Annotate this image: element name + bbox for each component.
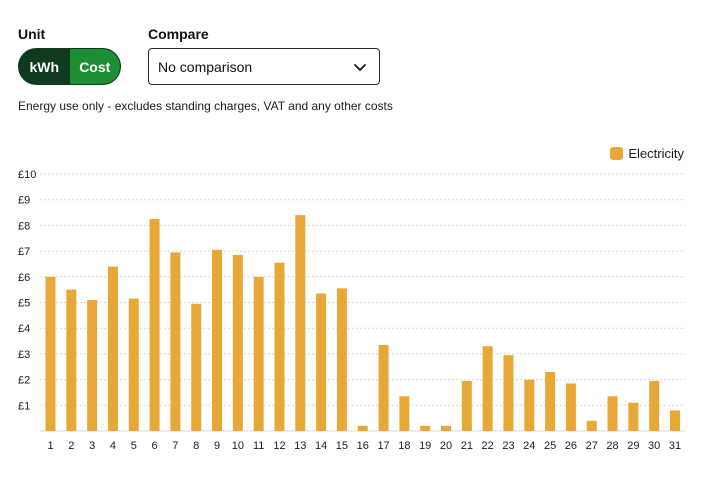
bar-day-4[interactable] — [107, 266, 118, 431]
bar-day-17[interactable] — [378, 344, 389, 431]
x-tick-label: 30 — [648, 440, 660, 452]
x-tick-label: 15 — [336, 440, 348, 452]
bar-day-26[interactable] — [565, 383, 576, 431]
x-tick-label: 2 — [68, 440, 74, 452]
x-tick-label: 4 — [110, 440, 116, 452]
bar-day-24[interactable] — [524, 379, 535, 431]
bar-day-8[interactable] — [191, 303, 202, 431]
bar-day-21[interactable] — [461, 380, 472, 431]
x-tick-label: 14 — [315, 440, 327, 452]
x-tick-label: 19 — [419, 440, 431, 452]
x-tick-label: 28 — [606, 440, 618, 452]
unit-option-cost[interactable]: Cost — [69, 49, 120, 84]
x-tick-label: 11 — [253, 440, 264, 452]
compare-select[interactable]: No comparison — [148, 48, 380, 85]
bar-day-25[interactable] — [545, 371, 556, 431]
chart-grid — [40, 173, 685, 432]
bar-day-9[interactable] — [212, 249, 223, 431]
x-tick-label: 3 — [89, 440, 95, 452]
y-tick-label: £5 — [18, 298, 30, 310]
bar-day-18[interactable] — [399, 396, 410, 431]
x-tick-label: 16 — [357, 440, 369, 452]
x-tick-label: 31 — [669, 440, 681, 452]
legend-swatch — [610, 147, 624, 160]
x-tick-label: 5 — [131, 440, 137, 452]
y-tick-label: £9 — [18, 195, 30, 207]
bar-day-23[interactable] — [503, 355, 514, 431]
bar-day-3[interactable] — [87, 299, 98, 431]
x-tick-label: 29 — [627, 440, 639, 452]
x-tick-label: 9 — [214, 440, 220, 452]
x-tick-label: 22 — [482, 440, 494, 452]
y-tick-label: £4 — [18, 323, 30, 335]
bar-day-5[interactable] — [128, 298, 139, 431]
x-tick-label: 17 — [377, 440, 389, 452]
y-tick-label: £7 — [18, 246, 30, 258]
chevron-down-icon — [354, 64, 366, 71]
chart-y-ticks: £1 £2 £3 £4 £5 £6 £7 £8 £9 £10 — [18, 169, 36, 412]
x-tick-label: 18 — [398, 440, 410, 452]
bar-day-15[interactable] — [336, 288, 347, 431]
x-tick-label: 20 — [440, 440, 452, 452]
x-tick-label: 27 — [586, 440, 598, 452]
bar-day-14[interactable] — [316, 293, 327, 431]
bar-day-13[interactable] — [295, 215, 306, 431]
bar-day-28[interactable] — [607, 396, 618, 431]
compare-label: Compare — [148, 26, 209, 42]
x-tick-label: 6 — [152, 440, 158, 452]
chart-bars — [45, 215, 680, 431]
y-tick-label: £8 — [18, 220, 30, 232]
unit-label: Unit — [18, 26, 46, 42]
x-tick-label: 21 — [461, 440, 473, 452]
bar-day-30[interactable] — [649, 380, 660, 431]
x-tick-label: 13 — [294, 440, 306, 452]
y-tick-label: £1 — [18, 400, 30, 412]
bar-day-31[interactable] — [670, 410, 680, 431]
bar-day-20[interactable] — [441, 425, 452, 431]
x-tick-label: 12 — [273, 440, 285, 452]
x-tick-label: 10 — [232, 440, 244, 452]
x-tick-label: 1 — [47, 440, 53, 452]
x-tick-label: 24 — [523, 440, 535, 452]
bar-day-10[interactable] — [232, 254, 243, 431]
bar-day-6[interactable] — [149, 218, 160, 431]
bar-day-19[interactable] — [420, 425, 431, 431]
unit-toggle[interactable]: kWh Cost — [18, 48, 121, 85]
x-tick-label: 8 — [193, 440, 199, 452]
bar-day-11[interactable] — [253, 276, 264, 431]
bar-day-2[interactable] — [66, 289, 77, 431]
bar-day-22[interactable] — [482, 346, 493, 431]
unit-option-kwh[interactable]: kWh — [29, 58, 60, 75]
x-tick-label: 26 — [565, 440, 577, 452]
y-tick-label: £10 — [18, 169, 36, 181]
legend-label: Electricity — [628, 146, 684, 161]
energy-note: Energy use only - excludes standing char… — [18, 99, 393, 113]
x-tick-label: 7 — [172, 440, 178, 452]
bar-day-29[interactable] — [628, 402, 639, 431]
x-tick-label: 23 — [502, 440, 514, 452]
bar-day-16[interactable] — [357, 425, 368, 431]
bar-day-1[interactable] — [45, 276, 56, 431]
bar-day-7[interactable] — [170, 252, 181, 431]
y-tick-label: £3 — [18, 349, 30, 361]
chart-legend: Electricity — [610, 146, 684, 161]
y-tick-label: £2 — [18, 375, 30, 387]
bar-day-12[interactable] — [274, 262, 285, 431]
bar-day-27[interactable] — [586, 420, 597, 431]
x-tick-label: 25 — [544, 440, 556, 452]
chart-x-ticks: 1 2 3 4 5 6 7 8 9 10 11 12 13 14 15 16 17 18 19 20 21 22 23 24 2… — [47, 440, 681, 452]
compare-selected-value: No comparison — [158, 58, 253, 75]
y-tick-label: £6 — [18, 272, 30, 284]
